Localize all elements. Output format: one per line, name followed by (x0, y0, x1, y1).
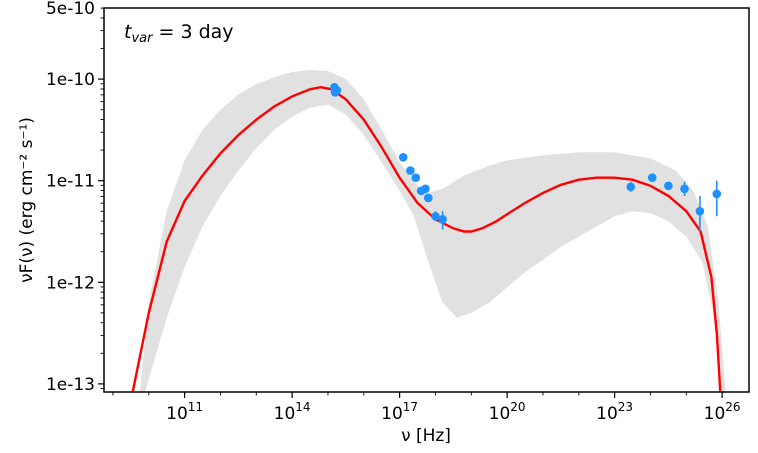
y-tick-label: 5e-10 (46, 0, 95, 19)
observation-point (647, 173, 657, 182)
observation-point (423, 193, 433, 203)
observation-point (411, 173, 421, 182)
x-axis-label: ν [Hz] (401, 426, 451, 446)
x-tick-base: 10 (704, 404, 726, 424)
x-tick-exponent: 14 (295, 400, 310, 414)
model-uncertainty-band (139, 70, 726, 392)
y-axis-ticks: 5e-10 1e-10 1e-11 1e-12 1e-13 (46, 0, 104, 395)
x-tick-base: 10 (274, 404, 296, 424)
observation-point (626, 182, 636, 192)
model-curve (131, 85, 722, 393)
x-tick-label: 1020 (489, 400, 526, 424)
x-tick-exponent: 23 (618, 400, 633, 414)
observation-point (680, 184, 689, 194)
plot-frame (103, 7, 750, 393)
y-tick-label: 1e-11 (46, 172, 95, 192)
y-axis-label: νF(ν) (erg cm⁻² s⁻¹) (17, 117, 37, 283)
observation-point (406, 166, 415, 175)
x-axis-ticks: 1011 1014 1017 1020 1023 1026 (112, 392, 741, 424)
observation-point (332, 85, 342, 95)
x-tick-label: 1014 (274, 400, 311, 424)
y-tick-label: 1e-12 (46, 273, 95, 293)
x-tick-label: 1011 (166, 400, 203, 424)
x-tick-label: 1023 (596, 400, 633, 424)
x-tick-exponent: 17 (403, 400, 418, 414)
x-tick-base: 10 (381, 404, 403, 424)
y-tick-label: 1e-10 (46, 70, 95, 90)
observation-point (398, 153, 408, 162)
observation-point (664, 181, 673, 191)
x-tick-base: 10 (166, 404, 188, 424)
observation-point (421, 184, 430, 194)
model-curve-layer (131, 85, 722, 393)
annotation-label: tvar = 3 day (124, 21, 234, 46)
annotation-symbol: t (124, 21, 133, 43)
annotation-subscript: var (131, 31, 154, 46)
observation-point (695, 206, 705, 216)
y-tick-label: 1e-13 (46, 375, 95, 395)
uncertainty-band (139, 70, 726, 392)
x-tick-exponent: 20 (510, 400, 525, 414)
x-tick-exponent: 11 (188, 400, 203, 414)
observation-point (712, 189, 722, 199)
annotation-text: = 3 day (152, 21, 233, 43)
observation-point (438, 215, 447, 224)
x-tick-exponent: 26 (725, 400, 740, 414)
observation-points (330, 82, 722, 232)
x-tick-base: 10 (596, 404, 618, 424)
observation-point (431, 211, 440, 221)
x-tick-base: 10 (489, 404, 511, 424)
x-tick-label: 1017 (381, 400, 418, 424)
x-tick-label: 1026 (704, 400, 741, 424)
